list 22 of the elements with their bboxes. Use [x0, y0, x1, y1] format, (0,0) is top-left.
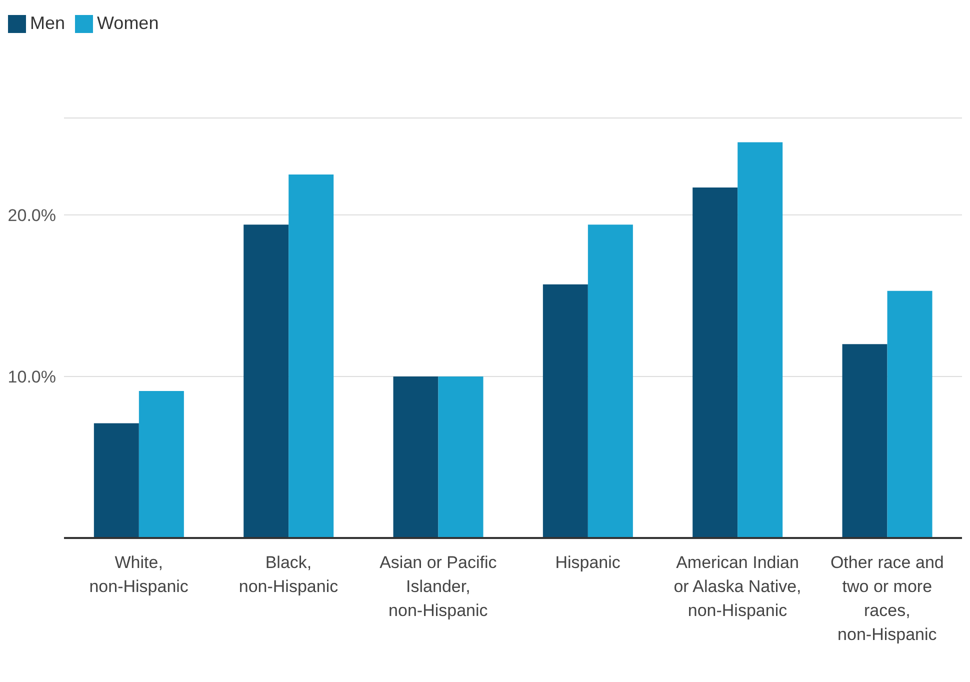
bar — [94, 423, 139, 538]
bar — [738, 142, 783, 538]
bar — [588, 224, 633, 538]
bar — [288, 174, 334, 538]
y-tick-label: 10.0% — [8, 367, 56, 386]
x-tick-label: American Indian or Alaska Native, non-Hispanic — [674, 553, 802, 620]
bar — [542, 284, 588, 538]
x-tick-label: Black, non-Hispanic — [238, 553, 339, 596]
y-tick-label: 20.0% — [8, 206, 56, 225]
bar — [393, 376, 438, 538]
bar — [244, 224, 289, 538]
bar — [692, 187, 738, 538]
bar — [438, 376, 484, 538]
bar — [887, 290, 932, 538]
x-tick-label: Asian or Pacific Islander, non-Hispanic — [380, 553, 498, 620]
x-tick-label: White, non-Hispanic — [89, 553, 189, 596]
legend-label: Men — [30, 13, 66, 33]
bar — [842, 344, 888, 538]
legend-label: Women — [97, 13, 159, 33]
x-tick-label: Other race and two or more races, non-Hispanic — [830, 553, 944, 644]
bar — [138, 391, 184, 538]
x-tick-label: Hispanic — [555, 553, 621, 572]
